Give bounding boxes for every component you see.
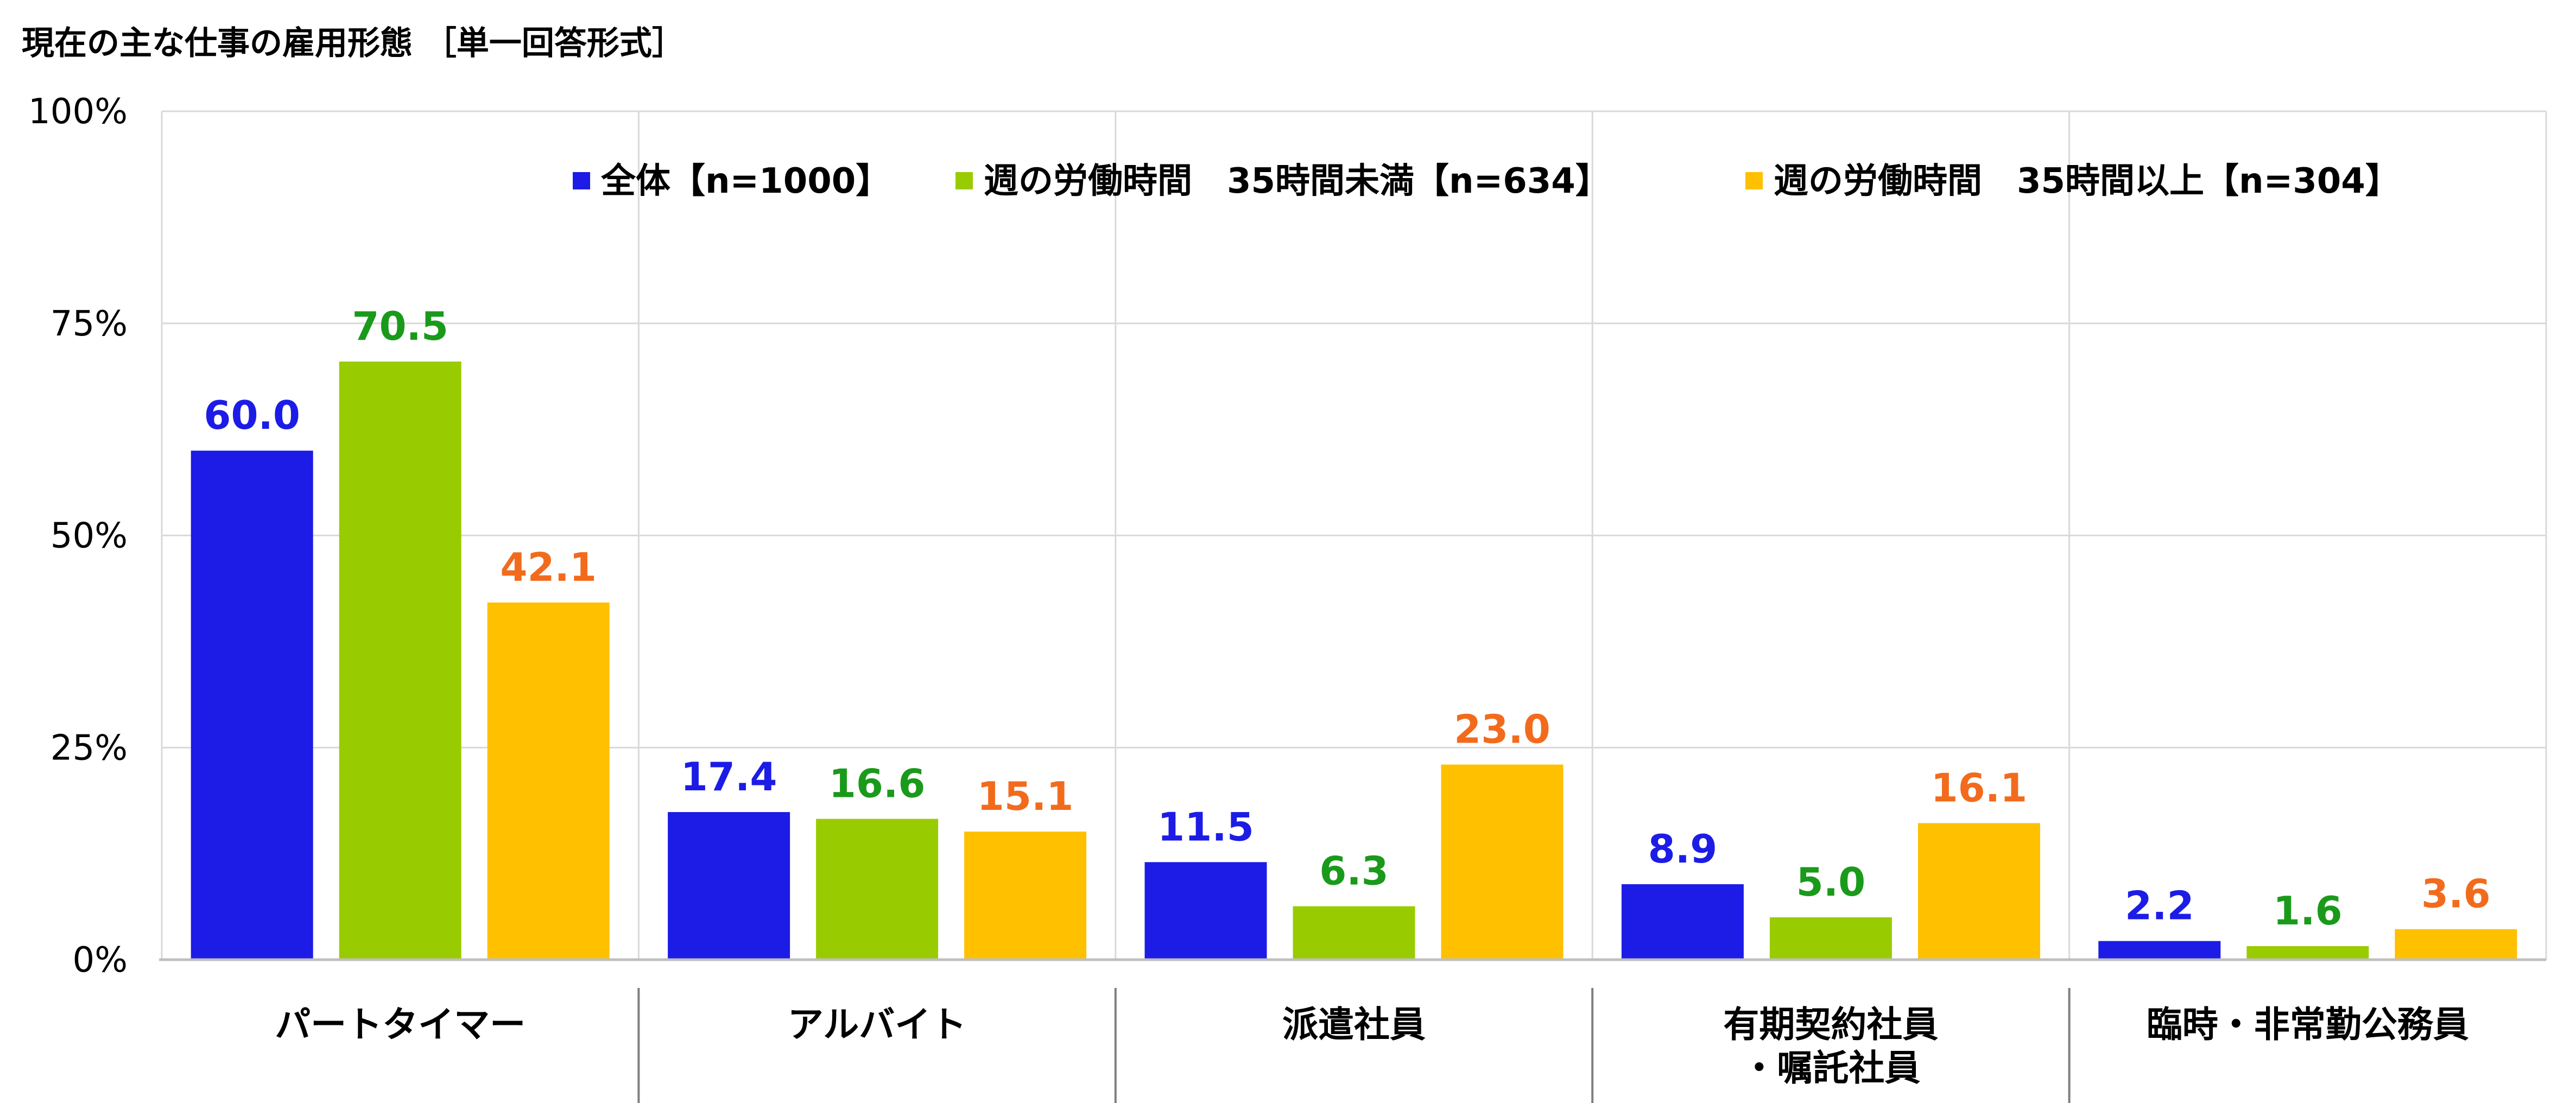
x-tick-label: アルバイト bbox=[788, 1004, 966, 1045]
legend-swatch bbox=[955, 172, 973, 189]
y-tick-label: 100% bbox=[28, 92, 128, 132]
bar bbox=[816, 819, 939, 960]
bar bbox=[487, 602, 610, 960]
y-tick-label: 50% bbox=[50, 516, 128, 556]
bar bbox=[1917, 823, 2040, 960]
bar bbox=[339, 362, 461, 960]
x-tick-label: パートタイマー bbox=[275, 1004, 526, 1045]
legend-label: 週の労働時間 35時間以上【n=304】 bbox=[1774, 161, 2400, 201]
legend-label: 週の労働時間 35時間未満【n=634】 bbox=[984, 161, 1610, 201]
bar bbox=[964, 831, 1087, 960]
x-axis: パートタイマー アルバイト 派遣社員 有期契約社員・嘱託社員 臨時・非常勤公務員 bbox=[159, 958, 2546, 1103]
data-label: 17.4 bbox=[681, 754, 777, 800]
data-label: 23.0 bbox=[1454, 707, 1550, 752]
data-label: 11.5 bbox=[1157, 804, 1254, 850]
x-tick-label: 派遣社員 bbox=[1282, 1004, 1426, 1045]
bar bbox=[191, 451, 313, 960]
data-label: 15.1 bbox=[977, 774, 1074, 819]
data-label: 8.9 bbox=[1648, 826, 1718, 872]
y-tick-label: 0% bbox=[72, 940, 128, 980]
y-tick-label: 25% bbox=[50, 728, 128, 768]
data-label: 16.1 bbox=[1931, 765, 2028, 810]
data-labels: 60.0 70.5 42.1 17.4 16.6 15.1 11.5 6.3 23.0 8.9 5.… bbox=[204, 303, 2490, 934]
legend: 全体【n=1000】 週の労働時間 35時間未満【n=634】 週の労働時間 35時… bbox=[573, 161, 2400, 201]
bars bbox=[191, 362, 2517, 960]
x-tick-label: 有期契約社員 bbox=[1723, 1004, 1938, 1045]
data-label: 70.5 bbox=[352, 303, 448, 349]
chart-title: 現在の主な仕事の雇用形態 ［単一回答形式］ bbox=[22, 24, 685, 62]
gridlines bbox=[161, 110, 2547, 960]
legend-swatch bbox=[1745, 172, 1763, 189]
bar bbox=[2395, 929, 2517, 960]
bar bbox=[1144, 862, 1267, 960]
data-label: 42.1 bbox=[500, 544, 597, 590]
legend-label: 全体【n=1000】 bbox=[600, 161, 890, 201]
data-label: 60.0 bbox=[204, 392, 300, 438]
data-label: 5.0 bbox=[1796, 859, 1866, 905]
bar bbox=[2246, 946, 2369, 960]
data-label: 2.2 bbox=[2125, 883, 2194, 929]
legend-swatch bbox=[573, 172, 590, 189]
data-label: 3.6 bbox=[2421, 871, 2491, 917]
data-label: 1.6 bbox=[2273, 888, 2343, 934]
x-tick-label: 臨時・非常勤公務員 bbox=[2147, 1004, 2469, 1045]
y-tick-label: 75% bbox=[50, 304, 128, 344]
x-tick-label: ・嘱託社員 bbox=[1741, 1047, 1920, 1089]
bar bbox=[2098, 941, 2221, 960]
bar bbox=[1293, 906, 1415, 960]
data-label: 6.3 bbox=[1319, 848, 1389, 894]
bar bbox=[1441, 764, 1564, 960]
y-axis: 0% 25% 50% 75% 100% bbox=[28, 92, 128, 980]
bar bbox=[1769, 917, 1892, 960]
bar bbox=[668, 812, 790, 960]
bar bbox=[1621, 884, 1744, 960]
data-label: 16.6 bbox=[829, 761, 926, 807]
